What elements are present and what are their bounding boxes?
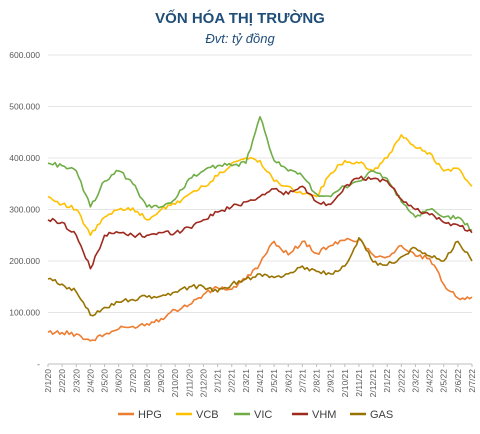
x-tick-label: 2/11/20 [184, 369, 194, 397]
x-tick-label: 2/8/21 [312, 369, 322, 393]
x-tick-label: 2/11/21 [354, 369, 364, 397]
x-tick-label: 2/4/21 [255, 369, 265, 393]
x-tick-label: 2/7/22 [467, 369, 477, 393]
y-tick-label: 600.000 [9, 50, 40, 60]
x-tick-label: 2/1/20 [43, 369, 53, 393]
x-tick-label: 2/5/20 [100, 369, 110, 393]
x-tick-label: 2/5/22 [439, 369, 449, 393]
legend-label: VIC [254, 409, 272, 421]
x-tick-label: 2/4/20 [85, 369, 95, 393]
x-tick-label: 2/10/20 [170, 369, 180, 398]
x-tick-label: 2/8/20 [142, 369, 152, 393]
x-tick-label: 2/3/22 [410, 369, 420, 393]
x-tick-label: 2/12/20 [198, 369, 208, 398]
legend-label: GAS [370, 409, 393, 421]
y-tick-label: 400.000 [9, 153, 40, 163]
series-line-vic [47, 116, 473, 231]
x-tick-label: 2/5/21 [269, 369, 279, 393]
y-tick-label: 500.000 [9, 102, 40, 112]
series-line-vhm [47, 175, 473, 270]
series-line-hpg [47, 237, 473, 342]
x-tick-label: 2/3/21 [241, 369, 251, 393]
x-tick-label: 2/7/20 [128, 369, 138, 393]
x-tick-label: 2/7/21 [297, 369, 307, 393]
legend-label: VHM [312, 409, 336, 421]
y-tick-label: 100.000 [9, 308, 40, 318]
x-tick-label: 2/6/20 [114, 369, 124, 393]
x-tick-label: 2/9/21 [326, 369, 336, 393]
x-tick-label: 2/1/21 [213, 369, 223, 393]
series-line-vcb [47, 134, 473, 237]
x-tick-label: 2/9/20 [156, 369, 166, 393]
legend-label: HPG [138, 409, 162, 421]
y-tick-label: - [37, 359, 40, 369]
x-tick-label: 2/2/20 [57, 369, 67, 393]
chart-title: VỐN HÓA THỊ TRƯỜNG [155, 10, 325, 27]
x-tick-label: 2/3/20 [71, 369, 81, 393]
x-tick-label: 2/1/22 [382, 369, 392, 393]
y-tick-label: 200.000 [9, 256, 40, 266]
x-tick-label: 2/6/21 [283, 369, 293, 393]
x-tick-label: 2/2/22 [396, 369, 406, 393]
series-line-gas [47, 237, 473, 317]
x-tick-label: 2/4/22 [425, 369, 435, 393]
x-tick-label: 2/6/22 [453, 369, 463, 393]
x-tick-label: 2/2/21 [227, 369, 237, 393]
legend-label: VCB [196, 409, 219, 421]
x-tick-label: 2/10/21 [340, 369, 350, 398]
x-tick-label: 2/12/21 [368, 369, 378, 398]
chart-subtitle: Đvt: tỷ đồng [205, 31, 275, 46]
y-tick-label: 300.000 [9, 205, 40, 215]
